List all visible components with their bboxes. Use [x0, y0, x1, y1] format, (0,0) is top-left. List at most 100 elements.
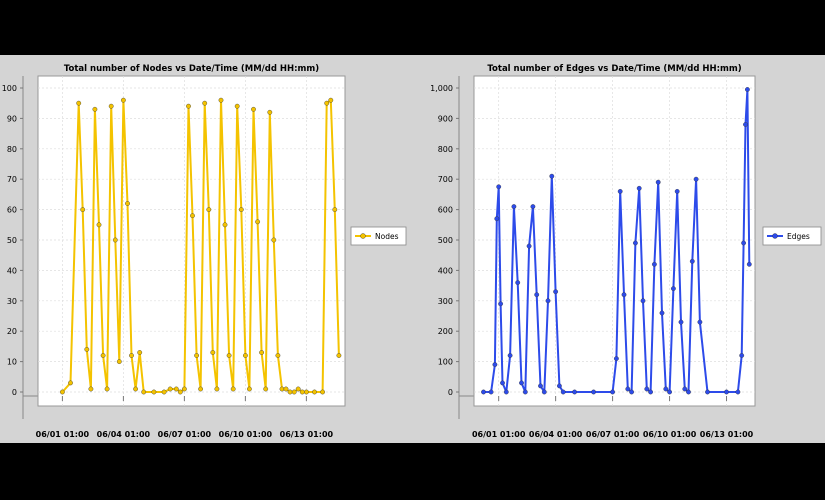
- c2-x-tick-label: 06/10 01:00: [643, 430, 697, 439]
- c2-y-tick-label: 0: [448, 388, 453, 397]
- c1-data-point: [190, 213, 195, 219]
- c1-y-tick-label: 50: [7, 236, 17, 245]
- c2-data-point: [741, 240, 746, 246]
- c2-data-point: [655, 179, 661, 185]
- c2-data-point: [507, 353, 513, 358]
- c1-y-tick-label: 80: [7, 145, 17, 154]
- c2-data-point: [511, 204, 517, 210]
- c1-data-point: [291, 389, 297, 395]
- c1-data-point: [60, 389, 65, 395]
- c1-data-point: [104, 386, 110, 392]
- c2-data-point: [633, 240, 638, 246]
- c2-data-point: [693, 176, 699, 182]
- c1-data-point: [96, 222, 102, 228]
- c1-data-point: [167, 386, 173, 392]
- c2-y-tick-label: 900: [438, 114, 453, 123]
- c1-y-tick-label: 60: [7, 206, 17, 215]
- c2-data-point: [746, 261, 752, 267]
- c1-data-point: [214, 386, 220, 392]
- c2-y-tick-label: 500: [438, 236, 453, 245]
- c2-x-tick-label: 06/01 01:00: [472, 430, 526, 439]
- c1-legend-box: [350, 226, 407, 246]
- chart-canvas: Total number of Nodes vs Date/Time (MM/d…: [0, 55, 825, 443]
- c2-data-point: [515, 280, 521, 286]
- c2-data-point: [652, 261, 657, 267]
- c1-data-point: [92, 106, 98, 112]
- c2-data-point: [735, 389, 741, 395]
- c2-x-tick-label: 06/13 01:00: [700, 430, 754, 439]
- c1-data-point: [299, 389, 305, 395]
- c1-data-point: [255, 219, 261, 225]
- c2-data-point: [689, 258, 695, 264]
- c2-data-point: [549, 173, 555, 179]
- c1-data-point: [271, 237, 277, 243]
- c1-data-point: [100, 353, 106, 358]
- c1-data-point: [332, 207, 338, 213]
- c2-data-point: [697, 319, 703, 325]
- c1-data-point: [108, 103, 114, 109]
- c2-data-point: [545, 298, 551, 304]
- c1-data-point: [320, 389, 325, 395]
- c2-data-point: [534, 292, 540, 298]
- c2-data-point: [663, 386, 669, 392]
- c1-data-point: [251, 106, 256, 112]
- c1-data-point: [173, 386, 179, 392]
- c2-data-point: [678, 319, 684, 325]
- c2-data-point: [488, 389, 494, 395]
- c1-data-point: [242, 353, 248, 358]
- c1-plot-area: [37, 75, 346, 407]
- c2-data-point: [519, 380, 524, 386]
- c2-data-point: [617, 188, 623, 194]
- c1-y-tick-label: 0: [12, 388, 17, 397]
- c1-data-point: [68, 380, 73, 386]
- c2-data-point: [674, 188, 680, 194]
- c1-data-point: [177, 389, 183, 395]
- c1-data-point: [324, 100, 330, 106]
- c1-data-point: [230, 386, 236, 392]
- c1-data-point: [210, 350, 216, 355]
- c1-y-tick-label: 70: [7, 175, 17, 184]
- c1-data-point: [181, 386, 187, 392]
- c1-y-tick-label: 40: [7, 266, 17, 275]
- c1-data-point: [194, 353, 200, 358]
- c2-data-point: [481, 389, 486, 395]
- c2-legend-swatch-marker: [772, 233, 778, 239]
- c1-data-point: [238, 207, 244, 213]
- c2-data-point: [557, 383, 562, 389]
- c1-x-tick-label: 06/07 01:00: [158, 430, 212, 439]
- c1-x-tick-label: 06/10 01:00: [219, 430, 273, 439]
- c2-data-point: [636, 185, 642, 191]
- c1-y-tick-label: 100: [2, 84, 17, 93]
- c1-legend-label: Nodes: [375, 232, 399, 241]
- c2-data-point: [492, 362, 498, 367]
- c2-data-point: [648, 389, 653, 395]
- c2-data-point: [498, 301, 503, 307]
- c1-data-point: [206, 207, 212, 213]
- c2-legend-box: [762, 226, 822, 246]
- c1-data-point: [287, 389, 293, 395]
- c2-data-point: [659, 310, 665, 316]
- c1-data-point: [76, 100, 82, 106]
- c2-y-tick-label: 400: [438, 266, 453, 275]
- c2-data-point: [494, 216, 500, 222]
- c2-data-point: [526, 243, 532, 249]
- c1-y-tick-label: 20: [7, 327, 17, 336]
- c1-data-point: [263, 386, 269, 392]
- c2-data-point: [541, 389, 547, 395]
- c1-data-point: [267, 109, 273, 115]
- c2-data-point: [739, 353, 745, 358]
- c2-data-point: [686, 389, 691, 395]
- c1-data-point: [283, 386, 289, 392]
- c2-y-tick-label: 700: [438, 175, 453, 184]
- c2-data-point: [591, 389, 596, 395]
- c1-data-point: [279, 386, 285, 392]
- c1-x-tick-label: 06/01 01:00: [36, 430, 90, 439]
- c2-data-point: [610, 389, 615, 395]
- c2-data-point: [743, 122, 748, 127]
- c2-x-tick-label: 06/04 01:00: [529, 430, 583, 439]
- c2-data-point: [667, 389, 672, 395]
- c2-y-tick-label: 800: [438, 145, 453, 154]
- c1-data-point: [161, 389, 167, 395]
- c2-data-point: [560, 389, 566, 395]
- c2-data-point: [640, 298, 646, 304]
